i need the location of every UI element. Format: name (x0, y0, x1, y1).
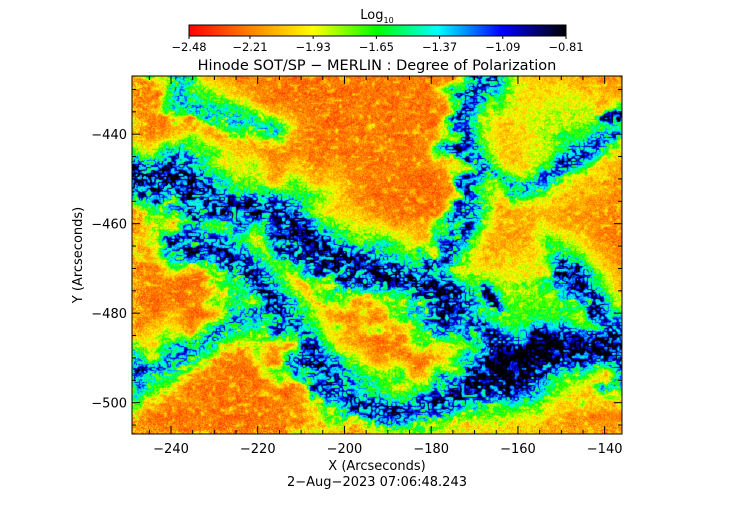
x-tick-label: −200 (327, 442, 363, 457)
x-tick-label: −220 (240, 442, 276, 457)
timestamp: 2−Aug−2023 07:06:48.243 (287, 475, 467, 490)
x-tick-label: −180 (413, 442, 449, 457)
colorbar-label: Log10 (360, 8, 393, 25)
colorbar-tick-label: −0.81 (548, 40, 583, 54)
y-tick-label: −480 (91, 307, 127, 322)
x-tick-label: −240 (153, 442, 189, 457)
x-axis-label: X (Arcseconds) (328, 459, 425, 474)
polarization-heatmap (132, 76, 622, 434)
plot-area: −240 −220 −200 −180 −160 −140 −440 −460 −480 −50… (91, 75, 623, 457)
y-tick-label: −500 (91, 397, 127, 412)
y-axis-ticks: −440 −460 −480 −500 (91, 88, 622, 426)
x-axis-ticks: −240 −220 −200 −180 −160 −140 (148, 76, 623, 457)
chart-title: Hinode SOT/SP − MERLIN : Degree of Polar… (198, 58, 557, 74)
y-tick-label: −460 (91, 218, 127, 233)
plot-frame (131, 75, 623, 435)
colorbar-tick-label: −1.09 (485, 40, 520, 54)
colorbar-tick-label: −1.65 (359, 40, 394, 54)
x-tick-label: −160 (500, 442, 536, 457)
colorbar-tick-label: −2.48 (171, 40, 206, 54)
colorbar-tick-label: −1.37 (422, 40, 457, 54)
x-tick-label: −140 (587, 442, 623, 457)
colorbar-tick-label: −2.21 (232, 40, 267, 54)
y-tick-label: −440 (91, 128, 127, 143)
colorbar: Log10 −2.48 −2.21 −1.93 −1.65 −1.37 −1.09 −0.8… (171, 8, 583, 54)
colorbar-ticks: −2.48 −2.21 −1.93 −1.65 −1.37 −1.09 −0.81 (171, 36, 584, 54)
y-axis-label: Y (Arcseconds) (71, 207, 86, 304)
colorbar-tick-label: −1.93 (296, 40, 331, 54)
colorbar-bar (188, 24, 567, 37)
